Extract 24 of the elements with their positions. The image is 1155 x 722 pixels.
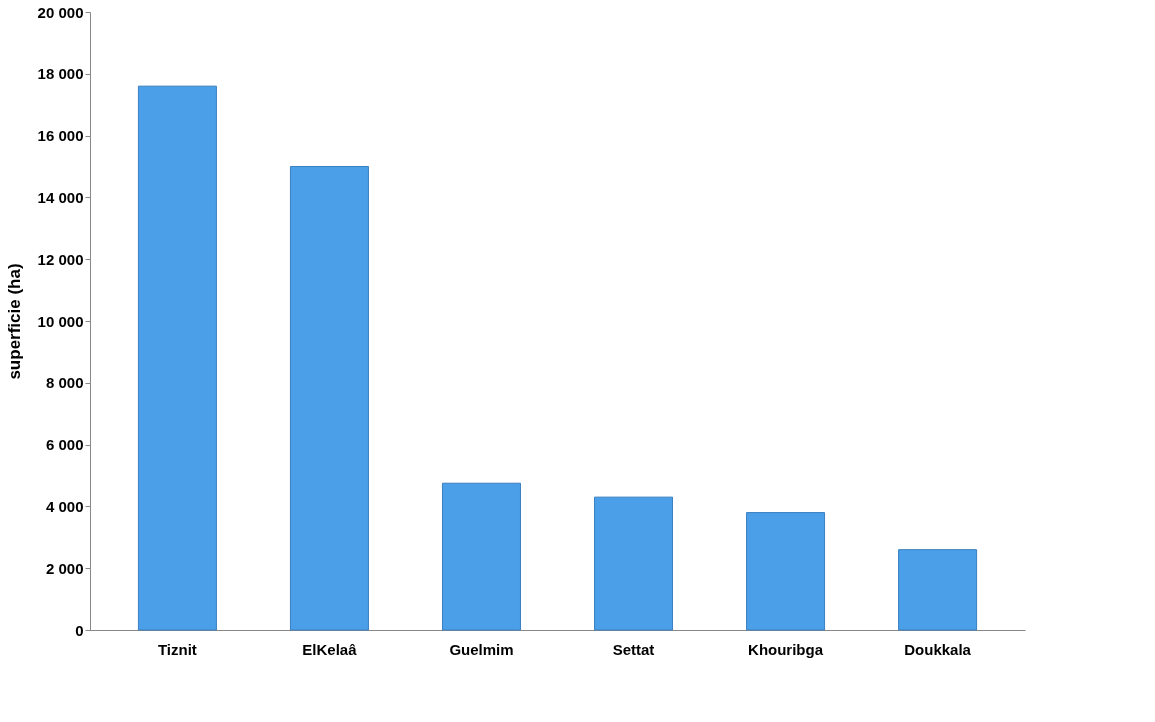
bar [441,482,521,631]
y-tick-label: 0 [75,621,84,639]
bar [289,166,369,631]
y-tick-label: 12 000 [37,250,84,268]
y-axis-title: superficie (ha) [4,263,24,380]
y-tick-label: 10 000 [37,312,84,330]
y-tick-label: 6 000 [45,436,84,454]
y-tick-label: 20 000 [37,3,84,21]
x-tick-label: Khouribga [748,640,824,658]
bar [746,512,826,631]
y-tick-label: 8 000 [45,374,84,392]
y-tick-label: 4 000 [45,497,84,515]
x-tick-label: ElKelaâ [302,640,358,658]
y-tick-label: 14 000 [37,188,84,206]
y-tick-label: 2 000 [45,559,84,577]
bar [137,85,217,631]
bar [594,496,674,631]
bar [898,549,978,631]
y-tick-label: 16 000 [37,127,84,145]
y-tick-label: 18 000 [37,65,84,83]
x-tick-label: Settat [612,640,655,658]
x-tick-label: Guelmim [449,640,514,658]
x-tick-label: Tiznit [157,640,197,658]
x-tick-label: Doukkala [904,640,972,658]
